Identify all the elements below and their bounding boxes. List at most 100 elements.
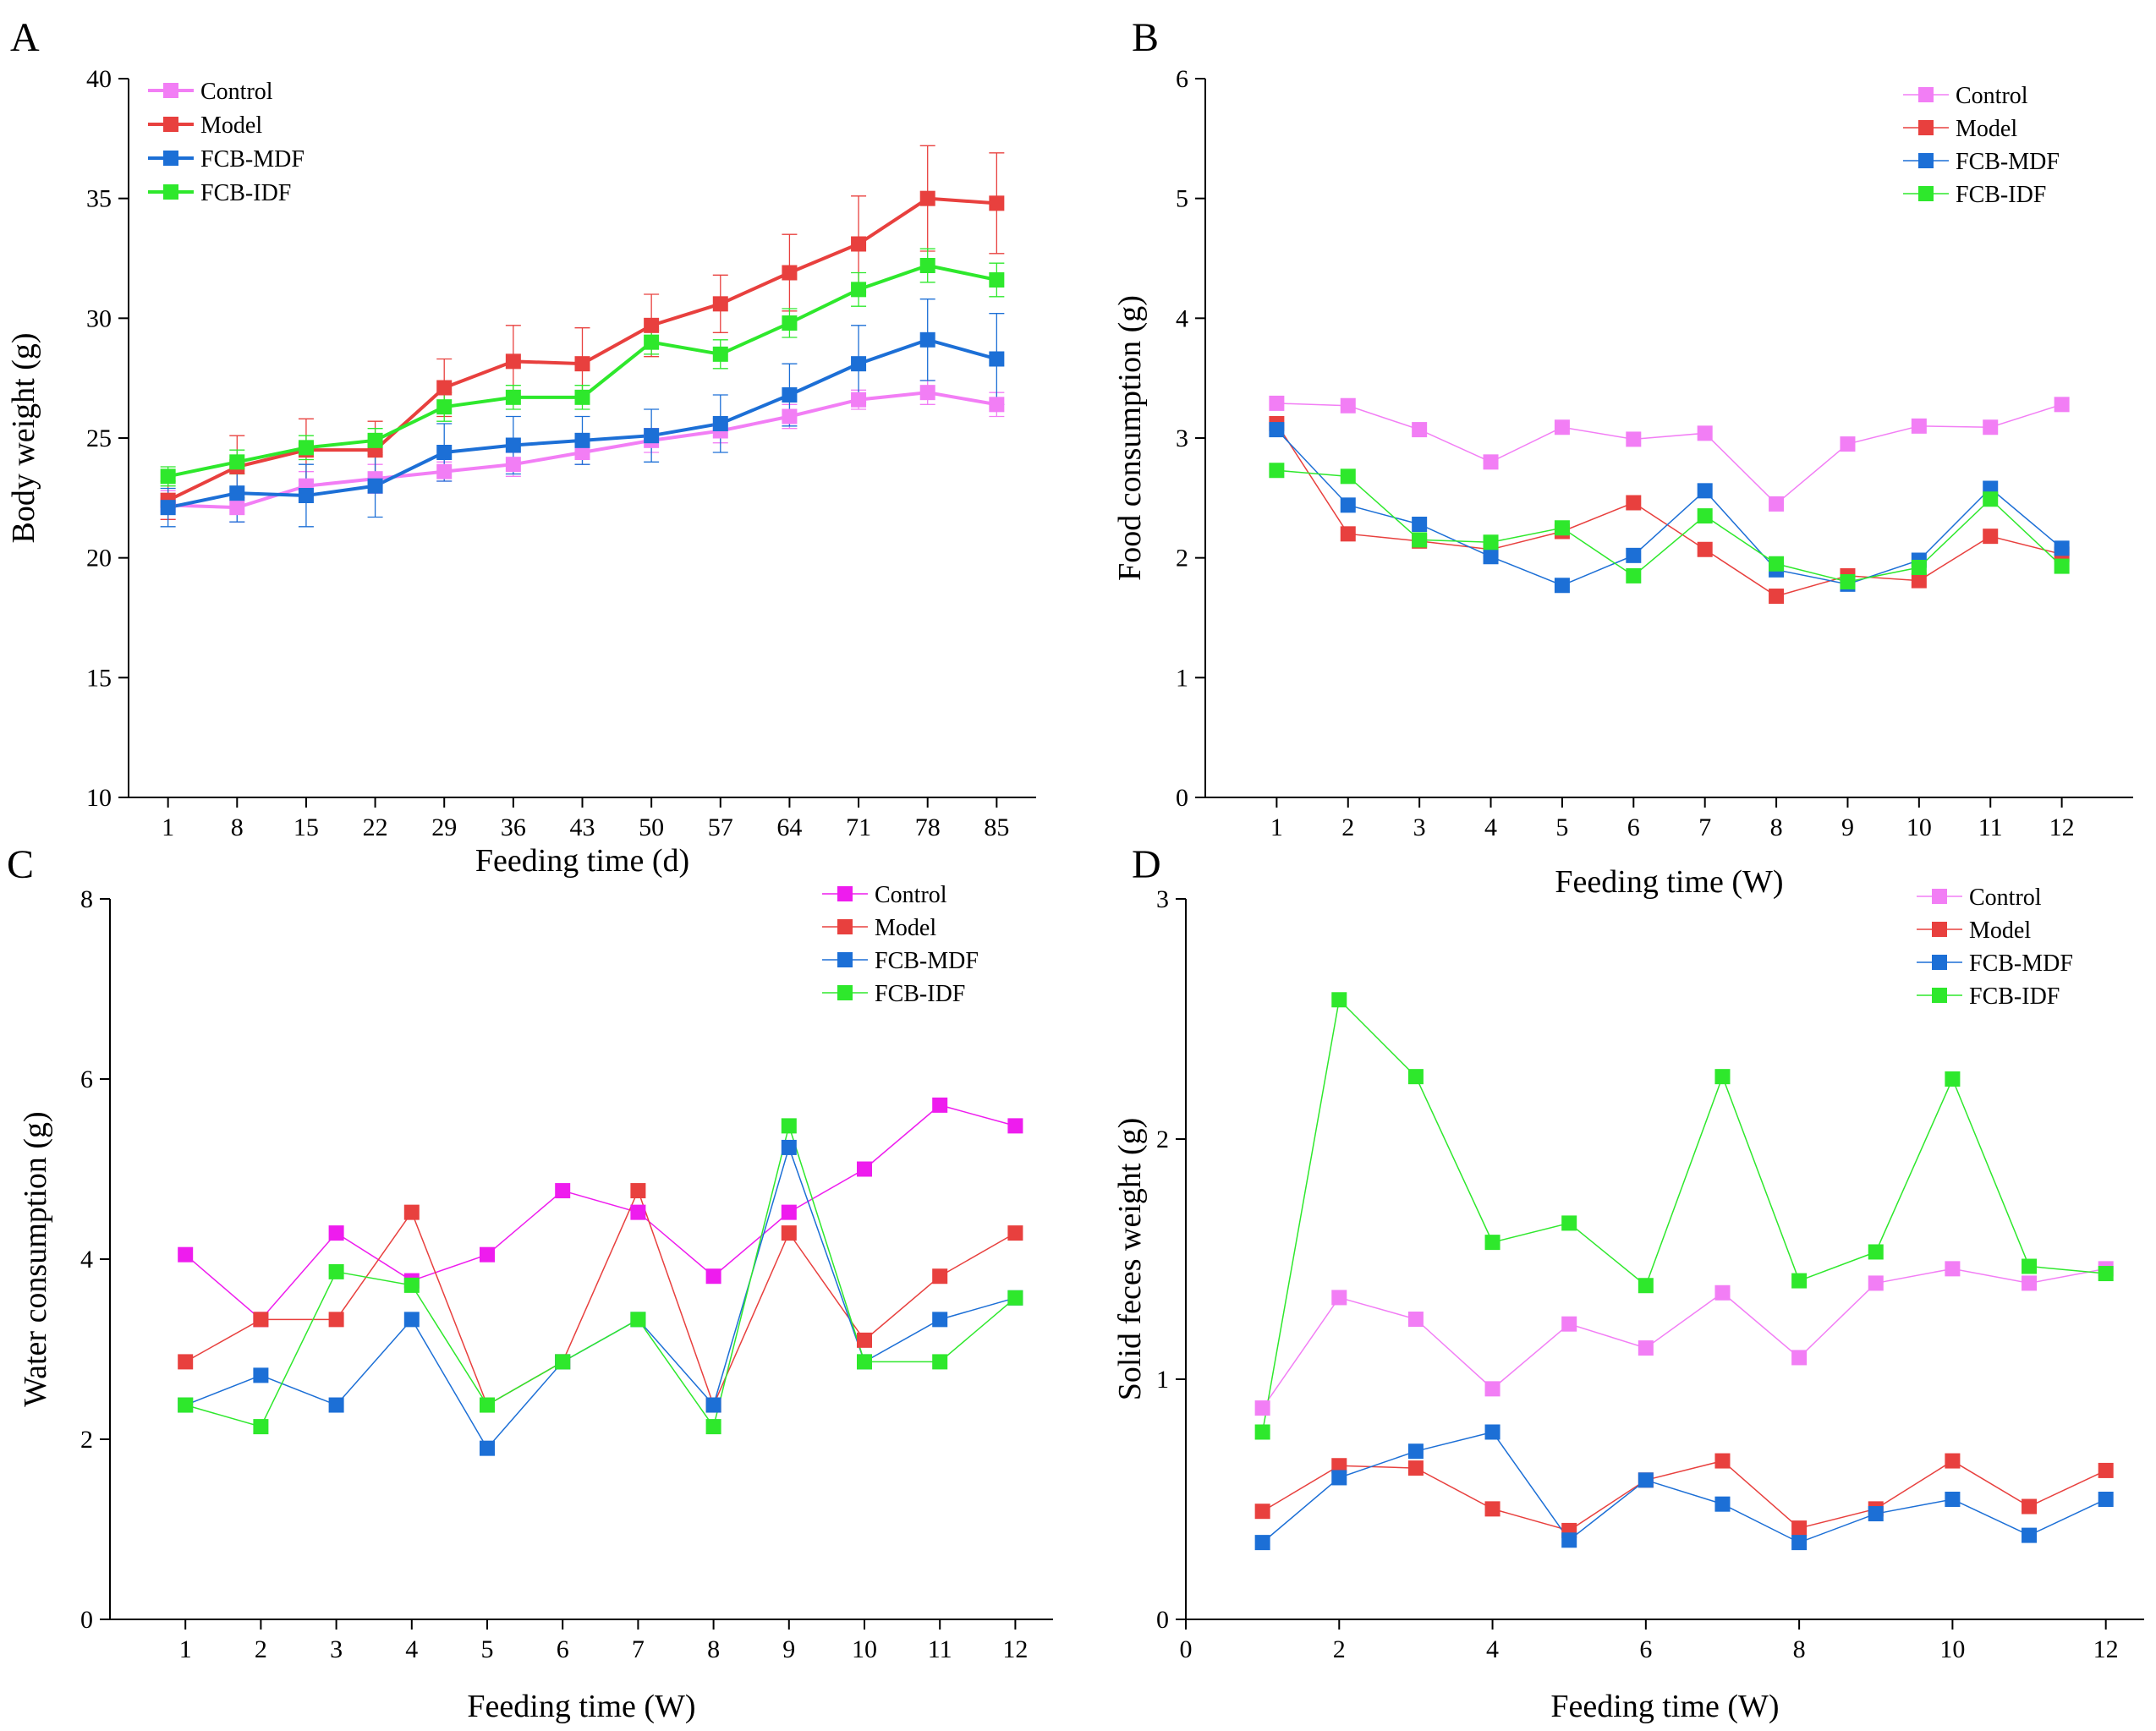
data-point-model <box>1697 541 1713 557</box>
data-point-control <box>574 445 590 460</box>
data-point-fcb-mdf <box>1407 1443 1424 1460</box>
data-point-fcb-mdf <box>851 356 867 372</box>
legend-label: FCB-IDF <box>200 180 291 206</box>
data-point-fcb-idf <box>1007 1290 1023 1306</box>
series-line-fcb-mdf <box>184 1145 1016 1449</box>
x-tick-label: 64 <box>776 813 802 841</box>
data-point-fcb-mdf <box>919 331 935 348</box>
data-point-fcb-mdf <box>1484 1424 1500 1440</box>
data-point-fcb-mdf <box>505 437 521 453</box>
data-point-model <box>2022 1498 2038 1515</box>
data-point-fcb-mdf <box>574 432 590 448</box>
y-axis-label: Solid feces weight (g) <box>1112 1118 1148 1401</box>
data-point-model <box>1911 572 1927 589</box>
data-point-model <box>1714 1453 1731 1469</box>
panel-letter: A <box>10 15 40 60</box>
data-point-model <box>782 265 798 281</box>
x-tick-label: 7 <box>1698 813 1711 841</box>
data-point-fcb-mdf <box>1697 483 1713 499</box>
y-tick-label: 3 <box>1176 425 1188 452</box>
series-line-model <box>184 1189 1016 1407</box>
legend-marker <box>163 151 178 166</box>
data-point-control <box>1269 395 1285 411</box>
data-point-fcb-idf <box>1561 1215 1577 1231</box>
series-line-model <box>1262 1460 2106 1531</box>
x-tick-label: 9 <box>782 1635 795 1663</box>
data-point-fcb-mdf <box>1561 1532 1577 1548</box>
legend-marker <box>1918 186 1934 201</box>
data-point-fcb-idf <box>1714 1069 1731 1085</box>
data-point-fcb-mdf <box>781 1139 797 1155</box>
x-tick-label: 11 <box>928 1635 952 1663</box>
data-point-control <box>1254 1400 1270 1416</box>
data-point-fcb-mdf <box>932 1312 948 1328</box>
legend-marker <box>1918 87 1934 102</box>
data-point-fcb-idf <box>712 346 728 362</box>
y-axis-label: Body weight (g) <box>6 332 41 543</box>
data-point-control <box>1554 419 1570 435</box>
data-point-model <box>328 1312 344 1328</box>
legend-label: Model <box>200 112 262 139</box>
legend-label: Control <box>875 882 947 908</box>
data-point-control <box>919 385 935 401</box>
panel-letter: D <box>1132 842 1161 887</box>
legend-label: FCB-MDF <box>875 948 979 974</box>
y-tick-label: 8 <box>80 885 93 913</box>
data-point-model <box>505 353 521 370</box>
data-point-fcb-idf <box>298 440 314 456</box>
data-point-control <box>1626 431 1642 447</box>
data-point-fcb-mdf <box>1945 1492 1961 1507</box>
data-point-fcb-mdf <box>253 1367 269 1383</box>
data-point-fcb-mdf <box>712 416 728 431</box>
data-point-fcb-idf <box>178 1397 194 1413</box>
legend-label: Control <box>200 79 273 105</box>
x-tick-label: 5 <box>481 1635 494 1663</box>
y-tick-label: 40 <box>86 65 112 93</box>
series-line-fcb-idf <box>1276 469 2063 583</box>
series-line-model <box>1275 423 2062 597</box>
legend-label: Control <box>1956 83 2028 109</box>
data-point-control <box>1714 1285 1731 1301</box>
data-point-control <box>328 1225 344 1241</box>
data-point-fcb-idf <box>705 1419 721 1435</box>
legend-marker <box>1918 153 1934 168</box>
data-point-control <box>1007 1118 1023 1134</box>
data-point-control <box>782 408 798 425</box>
series-line-control <box>1262 1268 2106 1409</box>
x-tick-label: 10 <box>1906 813 1932 841</box>
x-tick-label: 9 <box>1841 813 1854 841</box>
data-point-fcb-mdf <box>1269 422 1285 438</box>
data-point-fcb-mdf <box>1638 1472 1654 1488</box>
data-point-control <box>1945 1261 1961 1277</box>
y-tick-label: 25 <box>86 425 112 452</box>
x-tick-label: 12 <box>1002 1635 1028 1663</box>
data-point-fcb-idf <box>644 334 660 350</box>
x-tick-label: 2 <box>255 1635 267 1663</box>
y-tick-label: 1 <box>1176 664 1188 692</box>
data-point-model <box>1791 1520 1808 1537</box>
data-point-control <box>989 397 1005 413</box>
data-point-fcb-idf <box>2022 1258 2038 1274</box>
legend-marker <box>837 952 853 967</box>
y-tick-label: 5 <box>1176 185 1188 213</box>
y-tick-label: 2 <box>80 1426 93 1454</box>
x-tick-label: 78 <box>915 813 941 841</box>
data-point-control <box>1484 1381 1500 1397</box>
data-point-fcb-mdf <box>328 1397 344 1413</box>
x-tick-label: 6 <box>1627 813 1640 841</box>
data-point-model <box>1254 1504 1270 1520</box>
data-point-control <box>1561 1316 1577 1332</box>
y-tick-label: 20 <box>86 545 112 572</box>
data-point-fcb-mdf <box>1554 578 1570 594</box>
data-point-fcb-mdf <box>1714 1496 1731 1512</box>
y-tick-label: 6 <box>80 1065 93 1093</box>
data-point-fcb-idf <box>1697 508 1713 524</box>
data-point-fcb-idf <box>1407 1069 1424 1085</box>
data-point-model <box>712 296 728 312</box>
data-point-model <box>1769 589 1785 604</box>
data-point-fcb-idf <box>919 258 935 273</box>
data-point-model <box>919 190 935 206</box>
legend-marker <box>837 919 853 934</box>
